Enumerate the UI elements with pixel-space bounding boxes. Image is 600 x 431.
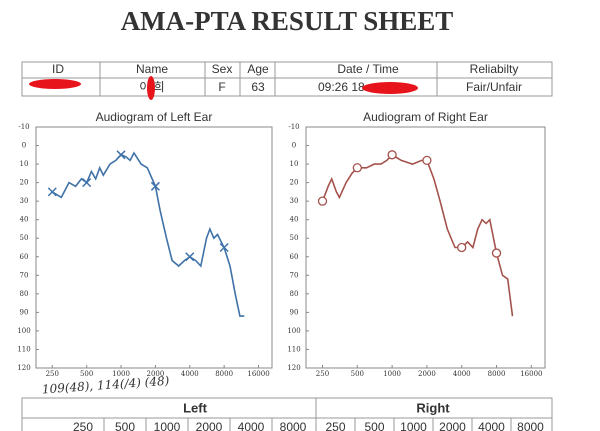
threshold-line xyxy=(321,153,514,317)
freq-label: 500 xyxy=(364,420,384,431)
y-tick-label: 70 xyxy=(20,271,29,279)
redaction xyxy=(362,82,418,94)
freq-label: 1000 xyxy=(154,420,181,431)
y-tick-label: 90 xyxy=(20,308,29,316)
marker xyxy=(82,178,92,188)
x-tick-label: 500 xyxy=(80,370,93,378)
marker xyxy=(219,242,229,253)
freq-label: 1000 xyxy=(400,420,427,431)
y-tick-label: 120 xyxy=(287,364,300,372)
y-tick-label: 100 xyxy=(287,327,300,335)
marker xyxy=(150,181,160,191)
header-cell: Reliabilty xyxy=(470,62,519,76)
x-tick-label: 4000 xyxy=(181,370,199,378)
x-tick-label: 2000 xyxy=(418,370,436,378)
y-tick-label: 120 xyxy=(17,364,30,372)
marker xyxy=(185,252,195,262)
redaction xyxy=(29,79,81,89)
freq-label: 2000 xyxy=(196,420,223,431)
x-tick-label: 8000 xyxy=(215,370,233,378)
y-tick-label: 60 xyxy=(290,253,299,261)
threshold-line xyxy=(51,151,245,317)
freq-row: 250 500 1000 2000 4000 8000 250 500 1000 2000 4000… xyxy=(73,418,544,431)
handwritten-note: 109(48), 114(/4) (48) xyxy=(41,374,170,397)
freq-label: 250 xyxy=(325,420,345,431)
marker xyxy=(116,150,126,160)
audiograms: Audiogram of Left Ear -10 0 10 20 30 40 50 60 70 8… xyxy=(17,110,546,378)
y-tick-label: 40 xyxy=(20,216,29,224)
marker xyxy=(352,163,362,173)
info-table xyxy=(21,61,553,97)
header-cell: Sex xyxy=(212,62,233,76)
marker xyxy=(457,242,467,253)
freq-label: 2000 xyxy=(439,420,466,431)
marker xyxy=(422,155,432,166)
y-tick-label: 20 xyxy=(290,179,299,187)
y-tick-label: 100 xyxy=(17,327,30,335)
freq-label: 500 xyxy=(115,420,135,431)
x-tick-label: 500 xyxy=(351,370,364,378)
y-tick-label: 0 xyxy=(292,142,296,150)
header-cell: ID xyxy=(52,62,64,76)
left-header: Left xyxy=(183,400,208,415)
freq-label: 8000 xyxy=(517,420,544,431)
y-tick-label: -10 xyxy=(18,123,29,131)
header-cell: Name xyxy=(136,62,168,76)
x-tick-label: 250 xyxy=(46,370,59,378)
y-tick-label: 110 xyxy=(287,345,300,353)
x-tick-label: 1000 xyxy=(112,370,130,378)
y-tick-label: 90 xyxy=(290,308,299,316)
y-tick-label: 0 xyxy=(22,142,26,150)
x-tick-label: 250 xyxy=(316,370,329,378)
marker xyxy=(47,187,57,197)
plot-frame xyxy=(305,126,546,369)
y-tick-label: 50 xyxy=(290,234,299,242)
redaction xyxy=(147,76,155,100)
y-tick-label: 80 xyxy=(290,290,299,298)
x-tick-label: 2000 xyxy=(146,370,164,378)
marker xyxy=(491,248,502,258)
y-tick-label: 80 xyxy=(20,290,29,298)
y-tick-label: 30 xyxy=(20,197,29,205)
plot-frame xyxy=(35,126,273,369)
header-cell: Date / Time xyxy=(337,62,399,76)
y-tick-label: 10 xyxy=(290,160,299,168)
x-tick-label: 4000 xyxy=(453,370,471,378)
y-tick-label: 70 xyxy=(290,271,299,279)
chart-title: Audiogram of Left Ear xyxy=(96,110,213,124)
freq-label: 250 xyxy=(73,420,93,431)
marker xyxy=(387,150,397,160)
freq-label: 4000 xyxy=(478,420,505,431)
x-tick-label: 8000 xyxy=(488,370,506,378)
sheet-title: AMA-PTA RESULT SHEET xyxy=(121,6,454,36)
marker xyxy=(317,196,328,206)
chart-title: Audiogram of Right Ear xyxy=(363,110,488,124)
right-header: Right xyxy=(416,400,450,415)
date-value: 09:26 18 xyxy=(318,80,365,94)
age-value: 63 xyxy=(251,80,265,94)
reliability-value: Fair/Unfair xyxy=(466,80,522,94)
freq-label: 4000 xyxy=(238,420,265,431)
x-tick-label: 16000 xyxy=(247,370,269,378)
y-tick-label: 10 xyxy=(20,160,29,168)
y-tick-label: 110 xyxy=(17,345,30,353)
y-tick-label: 20 xyxy=(20,179,29,187)
freq-label: 8000 xyxy=(280,420,307,431)
sex-value: F xyxy=(218,80,225,94)
y-tick-label: -10 xyxy=(288,123,299,131)
y-tick-label: 60 xyxy=(20,253,29,261)
y-tick-label: 30 xyxy=(290,197,299,205)
header-cell: Age xyxy=(247,62,269,76)
x-tick-label: 16000 xyxy=(520,370,542,378)
x-tick-label: 1000 xyxy=(383,370,401,378)
y-tick-label: 50 xyxy=(20,234,29,242)
y-tick-label: 40 xyxy=(290,216,299,224)
